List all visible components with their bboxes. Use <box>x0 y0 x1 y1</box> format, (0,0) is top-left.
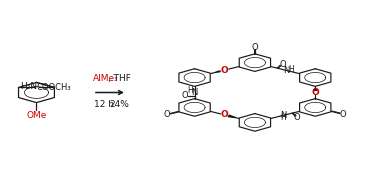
Text: 12 h: 12 h <box>94 100 114 109</box>
Text: H₂N: H₂N <box>20 82 37 91</box>
Text: N: N <box>284 66 290 75</box>
Text: O: O <box>252 43 258 52</box>
Text: H: H <box>187 86 193 95</box>
Text: N: N <box>191 88 198 97</box>
Text: 24%: 24% <box>109 100 129 109</box>
Text: O: O <box>221 65 229 75</box>
Text: O: O <box>311 88 319 97</box>
Text: AlMe₃: AlMe₃ <box>93 74 119 83</box>
Polygon shape <box>228 115 235 118</box>
Text: N: N <box>280 111 287 120</box>
Text: O: O <box>221 110 229 120</box>
Text: COOCH₃: COOCH₃ <box>36 83 71 92</box>
Polygon shape <box>314 88 317 90</box>
Text: O: O <box>279 60 286 69</box>
Text: O: O <box>181 91 188 100</box>
Text: O: O <box>293 113 300 122</box>
Text: OMe: OMe <box>26 111 46 120</box>
Text: , THF: , THF <box>108 74 130 83</box>
Text: H: H <box>288 65 294 74</box>
Text: O: O <box>163 110 170 119</box>
Text: O: O <box>340 110 346 119</box>
Text: H: H <box>280 113 286 122</box>
